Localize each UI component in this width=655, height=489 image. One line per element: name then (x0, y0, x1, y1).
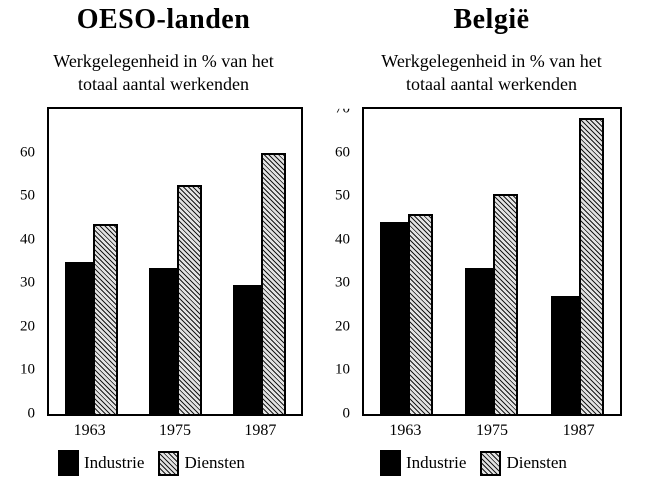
legend-swatch-diensten (158, 450, 180, 476)
bar-industrie-1963 (380, 222, 409, 414)
y-axis-labels: 0 10 20 30 40 50 60 70 (0, 109, 41, 421)
chart-subtitle: Werkgelegenheid in % van het totaal aant… (0, 50, 327, 96)
y-tick-label: 60 (335, 144, 350, 161)
bar-diensten-1963 (92, 224, 118, 414)
chart-subtitle-line: Werkgelegenheid in % van het (53, 51, 274, 71)
x-tick-label: 1975 (158, 422, 191, 439)
y-tick-label: 30 (335, 274, 350, 291)
bar-group-1963 (364, 109, 449, 414)
y-tick-label: 50 (335, 187, 350, 204)
x-tick-label: 1975 (476, 422, 508, 439)
plot-area (362, 107, 622, 416)
y-tick-label: 70 (20, 100, 35, 117)
x-tick-label: 1963 (73, 422, 106, 439)
bar-diensten-1975 (176, 185, 202, 414)
chart-title: OESO-landen (76, 4, 251, 35)
legend-label-diensten: Diensten (184, 453, 245, 472)
chart-subtitle-line: Werkgelegenheid in % van het (381, 51, 602, 71)
legend: Industrie Diensten (58, 450, 245, 476)
chart-subtitle: Werkgelegenheid in % van het totaal aant… (328, 50, 655, 96)
x-tick-label: 1963 (389, 422, 422, 439)
chart-subtitle-line: totaal aantal werkenden (78, 74, 249, 94)
y-tick-label: 40 (20, 231, 35, 248)
x-axis-labels: 1963 1975 1987 (362, 422, 622, 440)
bar-group-1963 (49, 109, 133, 414)
bar-industrie-1987 (550, 296, 579, 414)
x-tick-label: 1987 (562, 422, 595, 439)
y-tick-label: 60 (20, 144, 35, 161)
y-axis-labels: 0 10 20 30 40 50 60 70 (328, 109, 356, 421)
bar-industrie-1963 (64, 261, 93, 414)
legend-label-industrie: Industrie (406, 453, 467, 472)
bar-diensten-1987 (578, 117, 604, 414)
y-tick-label: 20 (20, 318, 35, 335)
legend-swatch-industrie (380, 450, 401, 476)
x-tick-label: 1987 (244, 422, 277, 439)
y-tick-label: 0 (27, 405, 36, 422)
legend-swatch-industrie (58, 450, 79, 476)
chart-subtitle-line: totaal aantal werkenden (406, 74, 577, 94)
y-tick-label: 10 (335, 361, 350, 378)
bar-diensten-1975 (493, 193, 519, 414)
bar-diensten-1963 (408, 213, 434, 414)
y-tick-label: 20 (335, 318, 350, 335)
legend-label-industrie: Industrie (84, 453, 145, 472)
bar-industrie-1975 (148, 268, 177, 414)
y-tick-label: 70 (335, 100, 350, 117)
bar-group-1975 (133, 109, 217, 414)
y-tick-label: 0 (342, 405, 351, 422)
legend: Industrie Diensten (380, 450, 567, 476)
bar-diensten-1987 (260, 152, 286, 414)
bar-industrie-1987 (232, 285, 261, 414)
chart-title: België (453, 4, 530, 35)
bar-group-1987 (217, 109, 301, 414)
bar-industrie-1975 (465, 268, 494, 414)
chart-panel-belgie: België Werkgelegenheid in % van het tota… (328, 0, 655, 489)
y-tick-label: 50 (20, 187, 35, 204)
chart-panel-oeso-landen: OESO-landen Werkgelegenheid in % van het… (0, 0, 327, 489)
y-tick-label: 10 (20, 361, 35, 378)
x-axis-labels: 1963 1975 1987 (47, 422, 303, 440)
bar-group-1975 (449, 109, 534, 414)
legend-label-diensten: Diensten (506, 453, 567, 472)
y-tick-label: 40 (335, 231, 350, 248)
bar-group-1987 (535, 109, 620, 414)
y-tick-label: 30 (20, 274, 35, 291)
legend-swatch-diensten (480, 450, 502, 476)
plot-area (47, 107, 303, 416)
